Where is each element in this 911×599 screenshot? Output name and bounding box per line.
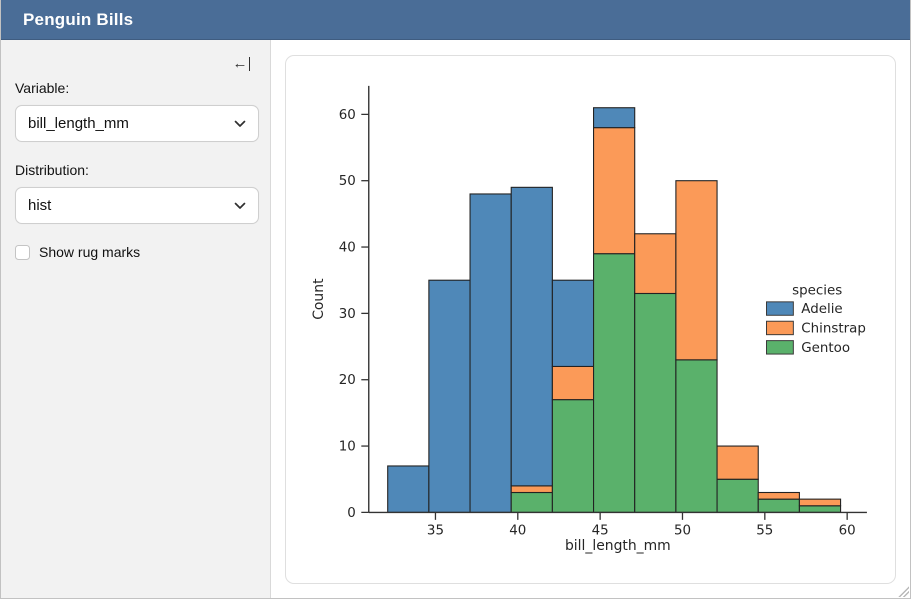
chevron-down-icon — [234, 120, 246, 127]
histogram-bar-segment-adelie-bin3 — [510, 186, 553, 487]
x-tick-label: 60 — [839, 523, 856, 538]
x-axis-label: bill_length_mm — [565, 538, 671, 554]
variable-label: Variable: — [15, 80, 70, 96]
histogram-bar-segment-chinstrap-bin8 — [716, 445, 759, 480]
legend-label-adelie: Adelie — [801, 302, 842, 317]
legend-swatch-gentoo — [766, 340, 794, 355]
histogram-bar-segment-chinstrap-bin7 — [675, 180, 718, 361]
page-title: Penguin Bills — [23, 9, 134, 29]
histogram-bar-segment-chinstrap-bin4 — [551, 365, 595, 401]
histogram-bar-segment-gentoo-bin5 — [593, 253, 636, 513]
histogram-bar-segment-gentoo-bin10 — [798, 505, 842, 513]
histogram-bar-segment-chinstrap-bin3 — [510, 485, 553, 494]
y-tick-label: 60 — [339, 108, 356, 123]
variable-select-value: bill_length_mm — [28, 115, 129, 132]
x-tick-label: 45 — [592, 523, 609, 538]
x-tick-label: 50 — [674, 523, 691, 538]
histogram-bar-segment-gentoo-bin3 — [510, 491, 553, 513]
main-content: 0 10 20 30 40 50 60 35 40 45 50 55 60 bill_length_mm C… — [271, 40, 910, 598]
collapse-bar-icon — [248, 57, 250, 71]
histogram-bar-segment-chinstrap-bin6 — [634, 233, 677, 295]
show-rug-checkbox[interactable] — [15, 244, 30, 260]
legend-label-chinstrap: Chinstrap — [801, 322, 866, 337]
legend-swatch-adelie — [766, 301, 794, 316]
distribution-select-value: hist — [28, 197, 52, 214]
histogram-bar-segment-gentoo-bin9 — [757, 498, 800, 513]
y-tick-label: 30 — [339, 307, 356, 322]
x-tick-label: 55 — [756, 523, 773, 538]
plot-card: 0 10 20 30 40 50 60 35 40 45 50 55 60 bill_length_mm C… — [285, 55, 896, 584]
histogram-bar-segment-gentoo-bin4 — [551, 399, 595, 513]
histogram-bar-segment-adelie-bin2 — [469, 193, 512, 513]
sidebar-collapse-button[interactable]: ← — [229, 54, 255, 74]
histogram-bar-segment-chinstrap-bin10 — [798, 498, 842, 507]
histogram-bar-segment-gentoo-bin7 — [675, 359, 718, 513]
histogram-plot: 0 10 20 30 40 50 60 35 40 45 50 55 60 bill_length_mm C… — [311, 85, 867, 554]
distribution-label: Distribution: — [15, 162, 89, 178]
app-header: Penguin Bills — [1, 0, 910, 40]
show-rug-label[interactable]: Show rug marks — [39, 244, 141, 260]
histogram-bar-segment-adelie-bin1 — [428, 279, 471, 513]
y-tick-label: 50 — [339, 174, 356, 189]
x-tick-label: 35 — [427, 523, 444, 538]
legend-title: species — [792, 284, 842, 299]
legend-label-gentoo: Gentoo — [801, 341, 850, 356]
collapse-arrow-icon: ← — [232, 55, 248, 72]
resize-grip-icon[interactable] — [897, 585, 909, 597]
distribution-select[interactable]: hist — [15, 187, 259, 224]
histogram-bar-segment-gentoo-bin8 — [716, 478, 759, 513]
chevron-down-icon — [234, 202, 246, 209]
variable-select[interactable]: bill_length_mm — [15, 105, 259, 142]
y-tick-label: 10 — [339, 440, 356, 455]
histogram-bar-segment-chinstrap-bin5 — [593, 127, 636, 255]
legend-swatch-chinstrap — [766, 320, 794, 336]
histogram-bar-segment-adelie-bin4 — [551, 279, 595, 367]
y-tick-label: 40 — [339, 241, 356, 256]
histogram-bar-segment-gentoo-bin6 — [634, 292, 677, 513]
x-tick-label: 40 — [509, 523, 526, 538]
histogram-bar-segment-adelie-bin0 — [387, 465, 430, 513]
y-axis-label: Count — [311, 278, 327, 320]
y-tick-label: 0 — [347, 506, 356, 521]
sidebar: ← Variable: bill_length_mm Distribution:… — [1, 40, 271, 598]
y-tick-label: 20 — [339, 373, 356, 388]
histogram-bar-segment-chinstrap-bin9 — [757, 491, 800, 500]
histogram-bar-segment-adelie-bin5 — [593, 107, 636, 129]
